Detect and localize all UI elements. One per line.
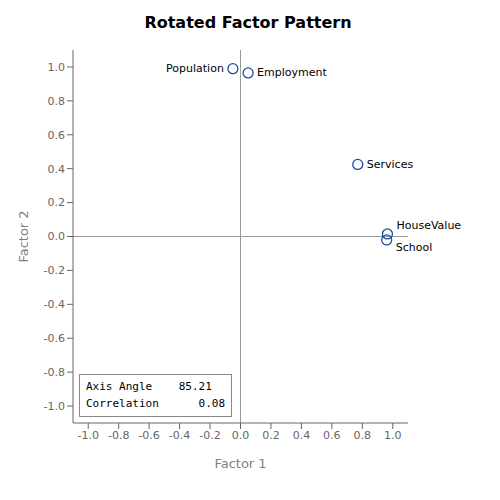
- svg-text:Population: Population: [166, 62, 224, 75]
- svg-text:0.0: 0.0: [232, 429, 250, 442]
- svg-text:-0.6: -0.6: [44, 332, 65, 345]
- svg-text:0.2: 0.2: [48, 196, 66, 209]
- svg-text:1.0: 1.0: [48, 61, 66, 74]
- svg-text:HouseValue: HouseValue: [396, 219, 461, 232]
- html-text:Axis Angle 85.21: Axis Angle 85.21: [86, 379, 212, 393]
- svg-text:Factor 2: Factor 2: [16, 210, 31, 262]
- html-text:Correlation 0.08: Correlation 0.08: [86, 397, 226, 411]
- svg-text:-1.0: -1.0: [44, 400, 65, 413]
- svg-text:0.0: 0.0: [48, 230, 66, 243]
- svg-text:0.2: 0.2: [262, 429, 280, 442]
- html-text:Rotated Factor Pattern: Rotated Factor Pattern: [144, 13, 352, 32]
- svg-text:-0.2: -0.2: [44, 264, 65, 277]
- svg-text:School: School: [396, 241, 433, 254]
- svg-text:-0.4: -0.4: [44, 298, 65, 311]
- svg-text:Factor 1: Factor 1: [214, 456, 266, 471]
- svg-text:-0.6: -0.6: [138, 429, 159, 442]
- svg-text:-0.2: -0.2: [199, 429, 220, 442]
- svg-text:0.6: 0.6: [48, 129, 66, 142]
- svg-text:0.8: 0.8: [48, 95, 66, 108]
- svg-text:0.4: 0.4: [293, 429, 311, 442]
- svg-text:-1.0: -1.0: [77, 429, 98, 442]
- svg-text:0.8: 0.8: [354, 429, 372, 442]
- svg-text:-0.8: -0.8: [44, 366, 65, 379]
- svg-text:Services: Services: [367, 158, 414, 171]
- svg-text:-0.8: -0.8: [108, 429, 129, 442]
- svg-text:0.6: 0.6: [323, 429, 341, 442]
- svg-text:-0.4: -0.4: [169, 429, 190, 442]
- svg-text:1.0: 1.0: [384, 429, 402, 442]
- svg-text:0.4: 0.4: [48, 163, 66, 176]
- svg-text:Employment: Employment: [257, 66, 327, 79]
